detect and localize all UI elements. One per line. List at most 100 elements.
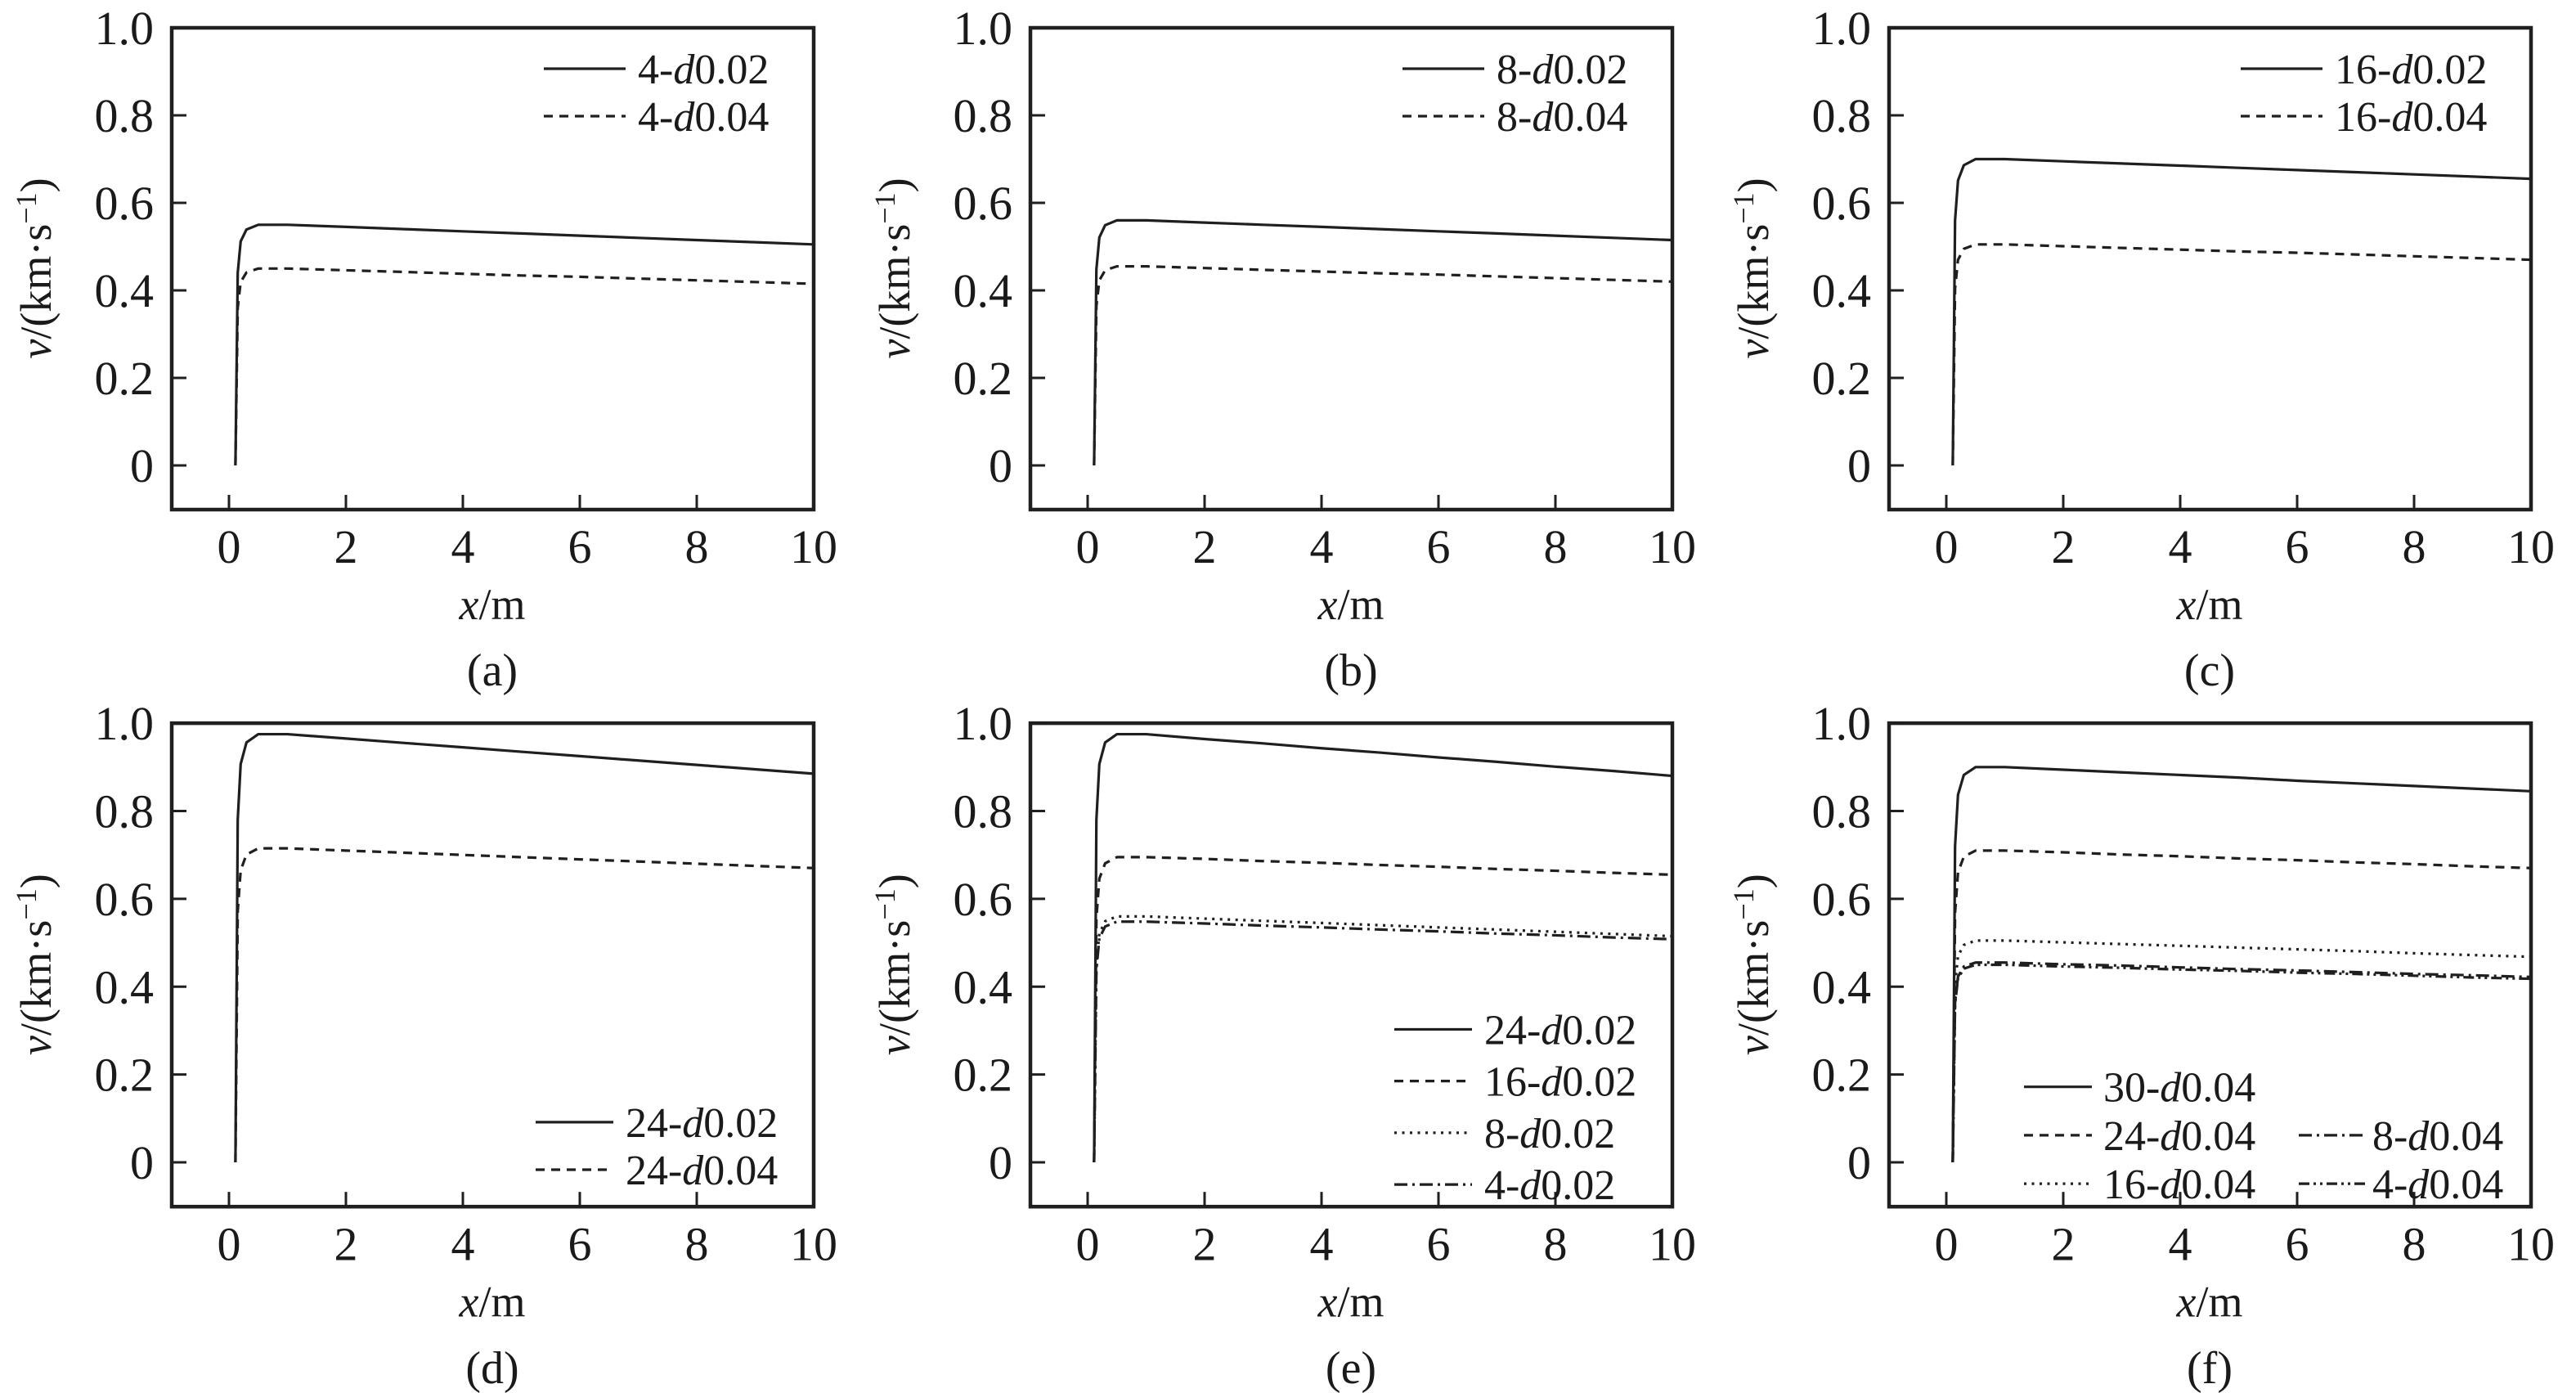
x-tick-label: 8	[2403, 1217, 2426, 1270]
series-line-24-d0.02	[1093, 732, 1673, 1163]
x-tick-label: 10	[1649, 1217, 1696, 1270]
x-tick-label: 4	[451, 520, 475, 573]
y-axis-label: v/(km·s−1)	[1727, 874, 1778, 1055]
y-tick-label: 0.4	[954, 960, 1012, 1013]
y-tick-label: 0.2	[95, 352, 155, 405]
x-tick-label: 8	[1544, 520, 1568, 573]
series-line-4-d0.02	[234, 223, 815, 466]
x-tick-label: 4	[2169, 1217, 2192, 1270]
legend-label-8-d0.04: 8-d0.04	[1497, 94, 1627, 141]
y-tick-label: 0.8	[95, 89, 155, 142]
y-tick-label: 0.4	[95, 264, 155, 317]
y-axis: 0 0.2 0.4 0.6 0.8 1.0	[954, 2, 1045, 492]
series-line-16-d0.02	[1951, 157, 2532, 466]
legend-label-4-d0.02: 4-d0.02	[1484, 1162, 1615, 1209]
curves	[1093, 732, 1673, 1163]
x-tick-label: 2	[334, 520, 358, 573]
series-line-16-d0.02	[1093, 856, 1673, 1163]
legend-label-24-d0.02: 24-d0.02	[1484, 1007, 1636, 1054]
y-tick-label: 0	[989, 1136, 1012, 1189]
legend-label-8-d0.02: 8-d0.02	[1484, 1111, 1615, 1157]
legend-label-4-d0.04: 4-d0.04	[638, 94, 769, 141]
x-tick-label: 0	[218, 1217, 241, 1270]
plot-box	[1887, 721, 2533, 1209]
x-axis-label: x/m	[1317, 1278, 1384, 1327]
y-tick-label: 0.6	[954, 177, 1013, 230]
legend-label-8-d0.02: 8-d0.02	[1497, 47, 1627, 93]
curves	[1951, 766, 2532, 1163]
panel-caption: (a)	[467, 645, 518, 695]
plot-box	[169, 721, 816, 1209]
panel-b-canvas: 0 2 4 6 8 10 0 0.2 0.4 0.6 0.8 1.0 v/(km·s−1) x/m (b) 8…	[868, 2, 1696, 695]
x-tick-label: 10	[790, 1217, 837, 1270]
series-line-30-d0.04	[1951, 766, 2532, 1163]
x-tick-label: 2	[2052, 520, 2076, 573]
y-axis-label: v/(km·s−1)	[10, 874, 61, 1055]
x-tick-label: 8	[685, 520, 709, 573]
series-line-16-d0.04	[1951, 939, 2532, 1163]
y-tick-label: 0.6	[1812, 873, 1871, 926]
legend-label-24-d0.02: 24-d0.02	[626, 1100, 778, 1147]
panel-a: 0 2 4 6 8 10 0 0.2 0.4 0.6 0.8 1.0 v/(km·s−1) x/m (a) 4…	[0, 0, 859, 695]
x-tick-label: 6	[2286, 1217, 2309, 1270]
legend: 8-d0.028-d0.04	[1402, 47, 1627, 141]
y-tick-label: 0.2	[95, 1049, 154, 1102]
y-tick-label: 1.0	[954, 697, 1012, 750]
y-axis: 0 0.2 0.4 0.6 0.8 1.0	[95, 697, 186, 1189]
legend: 4-d0.024-d0.04	[544, 47, 769, 141]
x-tick-label: 2	[1193, 1217, 1217, 1270]
x-tick-label: 8	[685, 1217, 709, 1270]
y-tick-label: 1.0	[95, 2, 155, 55]
y-axis: 0 0.2 0.4 0.6 0.8 1.0	[1812, 697, 1904, 1189]
y-axis: 0 0.2 0.4 0.6 0.8 1.0	[954, 697, 1045, 1189]
x-tick-label: 4	[1310, 1217, 1334, 1270]
series-line-24-d0.04	[1951, 849, 2532, 1163]
y-tick-label: 0.4	[95, 960, 154, 1013]
y-tick-label: 0	[1847, 439, 1871, 492]
series-line-8-d0.02	[1093, 218, 1673, 466]
plot-box	[1028, 25, 1675, 512]
x-tick-label: 10	[790, 520, 837, 573]
series-line-8-d0.04	[1093, 265, 1673, 466]
legend-label-4-d0.04: 4-d0.04	[2372, 1162, 2503, 1208]
x-tick-label: 0	[1935, 520, 1959, 573]
x-tick-label: 0	[218, 520, 241, 573]
panel-c-canvas: 0 2 4 6 8 10 0 0.2 0.4 0.6 0.8 1.0 v/(km·s−1) x/m (c) 1…	[1727, 2, 2555, 695]
series-line-8-d0.02	[1093, 914, 1673, 1163]
y-tick-label: 1.0	[95, 697, 154, 750]
x-tick-label: 2	[334, 1217, 358, 1270]
x-tick-label: 10	[2507, 520, 2555, 573]
panel-f-canvas: 0 2 4 6 8 10 0 0.2 0.4 0.6 0.8 1.0 v/(km·s−1) x/m (f) 3…	[1727, 697, 2555, 1393]
legend-label-24-d0.04: 24-d0.04	[2103, 1113, 2255, 1160]
y-tick-label: 0.8	[1812, 89, 1872, 142]
y-tick-label: 0.2	[1812, 352, 1872, 405]
y-tick-label: 1.0	[1812, 2, 1872, 55]
y-tick-label: 0.8	[95, 784, 154, 838]
panel-caption: (e)	[1326, 1343, 1376, 1393]
y-axis-label: v/(km·s−1)	[868, 177, 919, 358]
legend-label-16-d0.02: 16-d0.02	[1484, 1059, 1636, 1106]
x-tick-label: 6	[568, 1217, 592, 1270]
panel-f: 0 2 4 6 8 10 0 0.2 0.4 0.6 0.8 1.0 v/(km·s−1) x/m (f) 3…	[1717, 695, 2576, 1393]
y-axis: 0 0.2 0.4 0.6 0.8 1.0	[1812, 2, 1904, 492]
series-line-24-d0.04	[234, 847, 815, 1163]
x-axis-label: x/m	[2176, 580, 2243, 629]
y-axis-label: v/(km·s−1)	[868, 874, 919, 1055]
legend-label-8-d0.04: 8-d0.04	[2372, 1113, 2503, 1160]
panel-caption: (b)	[1324, 645, 1377, 695]
y-tick-label: 1.0	[1812, 697, 1871, 750]
curves	[234, 732, 815, 1163]
series-line-4-d0.02	[1093, 920, 1673, 1163]
x-tick-label: 6	[1427, 1217, 1451, 1270]
panel-e: 0 2 4 6 8 10 0 0.2 0.4 0.6 0.8 1.0 v/(km·s−1) x/m (e) 2…	[859, 695, 1717, 1393]
legend-label-16-d0.04: 16-d0.04	[2335, 94, 2487, 141]
x-tick-label: 4	[1310, 520, 1334, 573]
series-line-4-d0.04	[1951, 963, 2532, 1163]
panel-b: 0 2 4 6 8 10 0 0.2 0.4 0.6 0.8 1.0 v/(km·s−1) x/m (b) 8…	[859, 0, 1717, 695]
y-tick-label: 1.0	[954, 2, 1013, 55]
y-tick-label: 0.8	[954, 784, 1012, 838]
x-tick-label: 0	[1076, 520, 1100, 573]
